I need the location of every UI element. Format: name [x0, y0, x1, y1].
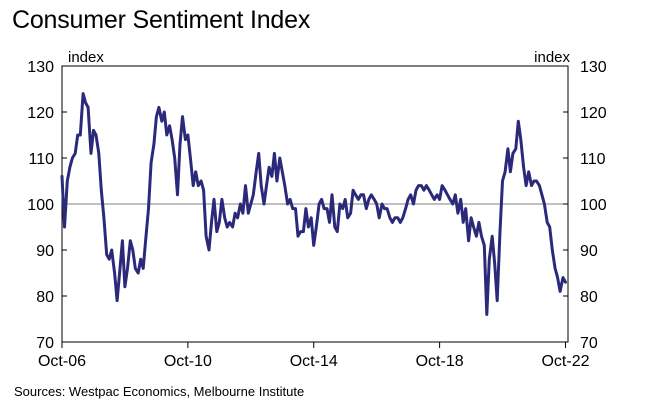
y-tick-label-right: 90	[580, 243, 598, 260]
y-tick-label-right: 120	[580, 105, 607, 122]
left-axis-ticks: 70 80 90 100 110 120 130	[27, 59, 67, 352]
x-tick-label: Oct-18	[416, 353, 464, 370]
y-tick-label-left: 70	[36, 335, 54, 352]
y-tick-label-right: 130	[580, 59, 607, 76]
y-tick-label-left: 100	[27, 197, 54, 214]
y-tick-label-right: 100	[580, 197, 607, 214]
chart-title: Consumer Sentiment Index	[12, 6, 311, 34]
y-tick-label-left: 90	[36, 243, 54, 260]
series-line	[60, 92, 567, 316]
source-note: Sources: Westpac Economics, Melbourne In…	[14, 384, 305, 399]
y-tick-label-right: 70	[580, 335, 598, 352]
x-axis-ticks: Oct-06 Oct-10 Oct-14 Oct-18 Oct-22	[38, 342, 590, 370]
right-axis-unit: index	[534, 49, 570, 66]
y-tick-label-right: 80	[580, 289, 598, 306]
y-tick-label-left: 130	[27, 59, 54, 76]
y-tick-label-left: 120	[27, 105, 54, 122]
y-tick-label-left: 80	[36, 289, 54, 306]
x-tick-label: Oct-22	[541, 353, 589, 370]
y-tick-label-right: 110	[580, 151, 606, 168]
y-tick-label-left: 110	[28, 151, 54, 168]
x-tick-label: Oct-14	[290, 353, 338, 370]
x-tick-label: Oct-06	[38, 353, 86, 370]
x-tick-label: Oct-10	[164, 353, 212, 370]
right-axis-ticks: 70 80 90 100 110 120 130	[563, 59, 607, 352]
left-axis-unit: index	[68, 49, 104, 66]
